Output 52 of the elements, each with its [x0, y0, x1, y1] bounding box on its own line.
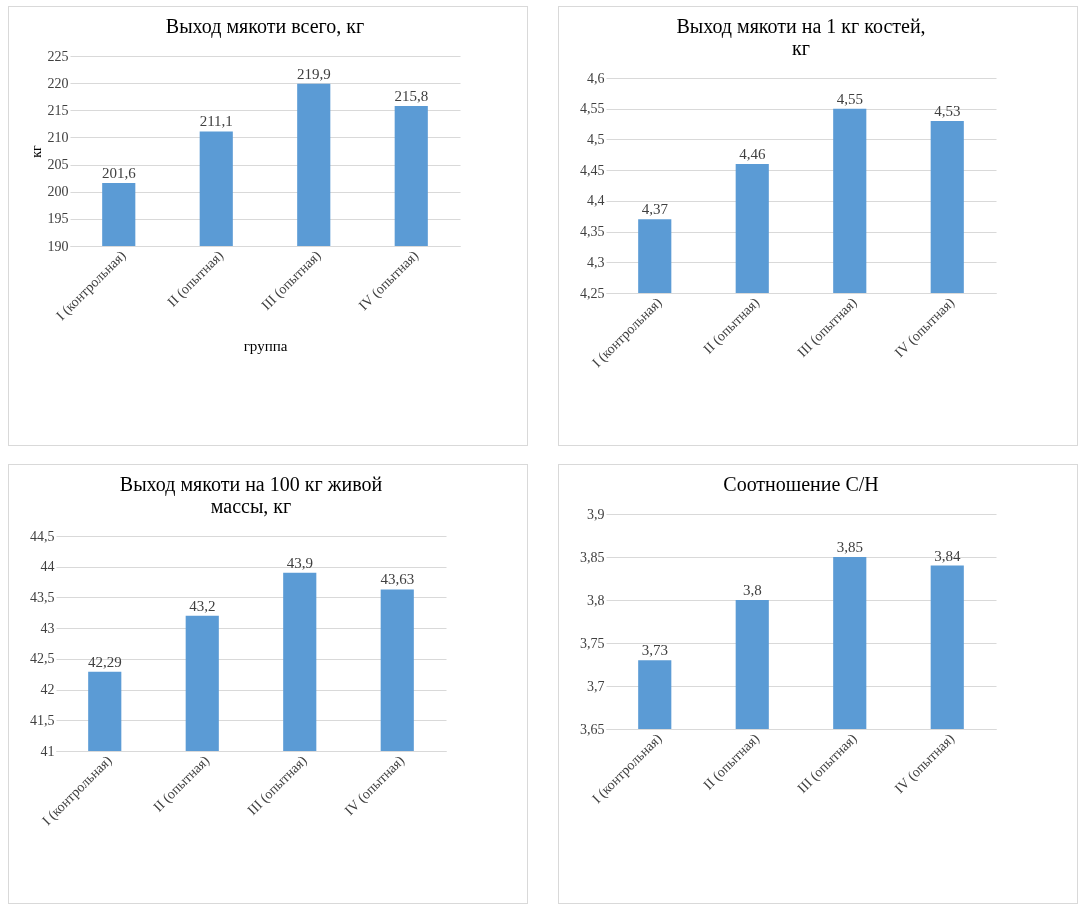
data-label: 3,84: [934, 547, 961, 564]
y-tick-label: 4,45: [580, 162, 605, 178]
y-tick-label: 3,65: [580, 721, 605, 737]
y-tick-label: 220: [47, 75, 69, 91]
data-label: 43,63: [380, 571, 415, 588]
chart-title: Выход мякоти на 1 кг костей, кг: [676, 15, 926, 59]
y-tick-label: 4,25: [580, 285, 605, 301]
y-tick-label: 4,4: [587, 193, 605, 209]
y-tick-label: 3,9: [587, 506, 605, 522]
chart-title: Выход мякоти на 100 кг живой массы, кг: [119, 473, 383, 517]
data-label: 42,29: [87, 653, 122, 670]
data-label: 3,8: [742, 582, 762, 598]
chart-title: Выход мякоти всего, кг: [165, 15, 365, 38]
data-label: 211,1: [199, 113, 233, 130]
y-tick-label: 195: [47, 211, 69, 227]
y-tick-label: 3,7: [587, 678, 605, 694]
y-tick-label: 43,5: [30, 589, 55, 605]
data-label: 201,6: [101, 165, 137, 182]
data-label: 43,2: [189, 597, 216, 614]
y-tick-label: 200: [47, 184, 69, 200]
data-label: 3,85: [836, 539, 863, 555]
y-tick-label: 3,75: [580, 635, 605, 651]
data-label: 4,53: [934, 103, 961, 119]
y-tick-label: 4,5: [587, 131, 605, 147]
y-tick-label: 3,8: [587, 592, 605, 608]
y-tick-label: 4,55: [580, 101, 605, 117]
y-tick-label: 44,5: [30, 528, 55, 544]
chart-title: Соотношение С/Н: [723, 473, 879, 495]
y-tick-label: 42,5: [30, 651, 55, 667]
data-label: 4,46: [739, 146, 766, 162]
y-tick-label: 210: [47, 129, 69, 145]
y-tick-label: 43: [40, 620, 55, 636]
y-tick-label: 42: [40, 682, 55, 698]
data-label: 3,73: [641, 642, 668, 659]
data-label: 215,8: [394, 87, 429, 104]
y-tick-label: 3,85: [580, 549, 605, 565]
data-label: 43,9: [286, 554, 313, 571]
y-tick-label: 41,5: [30, 712, 55, 728]
y-tick-label: 4,6: [587, 70, 605, 86]
y-tick-label: 215: [47, 102, 69, 118]
y-tick-label: 225: [47, 48, 69, 64]
y-tick-label: 4,35: [580, 224, 605, 240]
data-label: 4,55: [836, 90, 863, 107]
y-tick-label: 190: [47, 238, 69, 254]
data-label: 219,9: [296, 65, 331, 82]
y-tick-label: 41: [40, 743, 55, 759]
x-axis-title: группа: [243, 338, 288, 355]
y-tick-label: 205: [47, 157, 69, 173]
y-tick-label: 44: [40, 559, 55, 575]
data-label: 4,37: [641, 201, 669, 218]
y-tick-label: 4,3: [587, 254, 605, 270]
y-axis-title: кг: [28, 144, 44, 158]
